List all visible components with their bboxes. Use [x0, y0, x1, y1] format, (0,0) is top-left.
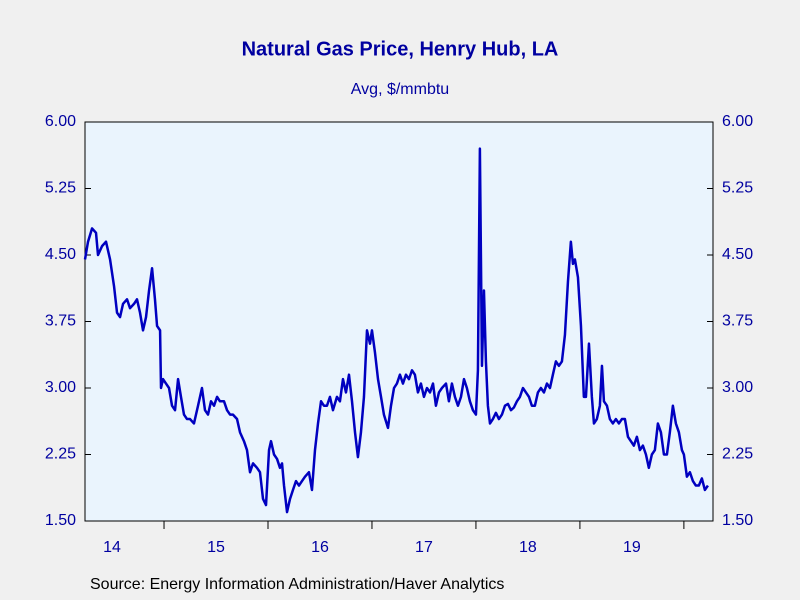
x-tick-label: 14 [103, 539, 121, 556]
y2-tick-label: 6.00 [722, 113, 753, 130]
y2-tick-label: 3.75 [722, 313, 753, 330]
chart-subtitle: Avg, $/mmbtu [351, 81, 449, 98]
x-tick-label: 18 [519, 539, 537, 556]
y-tick-label: 6.00 [45, 113, 76, 130]
y2-tick-label: 3.00 [722, 379, 753, 396]
y-tick-label: 4.50 [45, 246, 76, 263]
y-tick-label: 3.75 [45, 313, 76, 330]
y-tick-label: 5.25 [45, 180, 76, 197]
x-tick-label: 17 [415, 539, 433, 556]
y-tick-label: 1.50 [45, 512, 76, 529]
y2-tick-label: 1.50 [722, 512, 753, 529]
y2-tick-label: 4.50 [722, 246, 753, 263]
x-tick-label: 15 [207, 539, 225, 556]
y2-tick-label: 2.25 [722, 446, 753, 463]
x-tick-label: 19 [623, 539, 641, 556]
plot-area [84, 121, 714, 522]
y-tick-label: 2.25 [45, 446, 76, 463]
x-tick-label: 16 [311, 539, 329, 556]
y-tick-label: 3.00 [45, 379, 76, 396]
chart-title: Natural Gas Price, Henry Hub, LA [242, 38, 559, 60]
source-note: Source: Energy Information Administratio… [90, 576, 504, 593]
y2-tick-label: 5.25 [722, 180, 753, 197]
price-line [83, 147, 709, 514]
